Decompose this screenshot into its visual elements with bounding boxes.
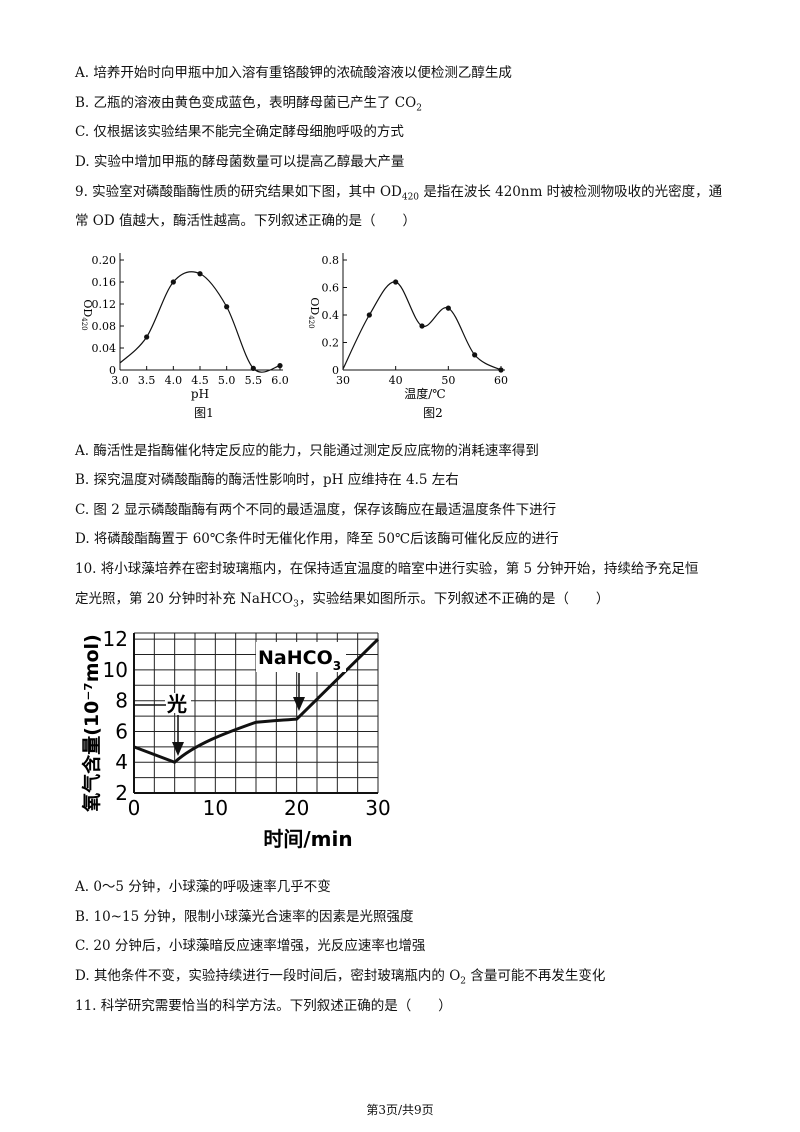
fig1-data-point (197, 271, 203, 277)
fig1-x-tick-label: 6.0 (271, 374, 289, 387)
q9-stem-line1: 9. 实验室对磷酸酯酶性质的研究结果如下图，其中 OD420 是指在波长 420… (75, 183, 722, 207)
fig3-y-tick-label: 10 (103, 658, 128, 682)
fig1-y-label: OD420 (80, 299, 94, 330)
q10-option-d-sub: 2 (460, 976, 467, 987)
fig3-y-tick-label: 2 (115, 781, 128, 805)
fig1-data-point (250, 365, 256, 371)
fig3-nahco3-arrow-head (293, 697, 305, 711)
fig3-light-label: 光 (166, 692, 187, 716)
fig1-data-point (224, 304, 230, 310)
q8-option-b-sub: 2 (416, 103, 422, 114)
q10-stem-text-b: ，实验结果如图所示。下列叙述不正确的是（ ） (298, 591, 610, 607)
q10-option-c: C. 20 分钟后，小球藻暗反应速率增强，光反应速率也增强 (75, 938, 426, 954)
fig2-x-tick-label: 40 (389, 374, 403, 387)
fig2-data-point (366, 312, 372, 318)
q10-option-d-text-b: 含量可能不再发生变化 (466, 968, 606, 984)
q10-stem-text-a: 定光照，第 20 分钟时补充 NaHCO (75, 591, 294, 607)
fig1-data-point (144, 334, 150, 340)
q8-option-a: A. 培养开始时向甲瓶中加入溶有重铬酸钾的浓硫酸溶液以便检测乙醇生成 (75, 65, 512, 81)
q10-stem-line1: 10. 将小球藻培养在密封玻璃瓶内，在保持适宜温度的暗室中进行实验，第 5 分钟… (75, 561, 699, 577)
fig1-x-label: pH (191, 387, 209, 401)
fig1-x-tick-label: 3.5 (138, 374, 156, 387)
fig3-y-tick-label: 4 (115, 750, 128, 774)
q10-stem-line2: 定光照，第 20 分钟时补充 NaHCO3，实验结果如图所示。下列叙述不正确的是… (75, 590, 609, 614)
fig3-x-tick-label: 30 (365, 796, 390, 820)
fig3-x-label: 时间/min (263, 827, 352, 851)
fig2-data-point (472, 352, 478, 358)
fig2-y-label: OD420 (307, 297, 321, 328)
page-footer: 第3页/共9页 (366, 1103, 434, 1117)
fig1-x-tick-label: 3.0 (111, 374, 129, 387)
fig3-light-label-bg (165, 693, 191, 713)
fig2-y-tick-label: 0.2 (322, 337, 340, 350)
fig3-y-tick-label: 8 (115, 689, 128, 713)
fig2-y-tick-label: 0.8 (322, 254, 340, 267)
fig1-x-tick-label: 5.0 (218, 374, 236, 387)
fig1-y-tick-label: 0.04 (92, 342, 117, 355)
fig3-x-tick-label: 20 (284, 796, 309, 820)
q9-option-d: D. 将磷酸酯酶置于 60℃条件时无催化作用，降至 50℃后该酶可催化反应的进行 (75, 531, 559, 547)
fig1-data-point (170, 279, 176, 285)
fig2-data-point (393, 279, 399, 285)
fig3-nahco3-label: NaHCO3 (258, 647, 341, 673)
fig2-data-point (419, 323, 425, 329)
q8-option-b-text: B. 乙瓶的溶液由黄色变成蓝色，表明酵母菌已产生了 CO (75, 95, 417, 111)
q9-option-b: B. 探究温度对磷酸酯酶的酶活性影响时，pH 应维持在 4.5 左右 (75, 472, 459, 488)
fig1-x-tick-label: 4.5 (191, 374, 209, 387)
q10-option-b: B. 10~15 分钟，限制小球藻光合速率的因素是光照强度 (75, 909, 414, 925)
q9-option-c: C. 图 2 显示磷酸酯酶有两个不同的最适温度，保存该酶应在最适温度条件下进行 (75, 502, 557, 518)
q9-option-a: A. 酶活性是指酶催化特定反应的能力，只能通过测定反应底物的消耗速率得到 (75, 443, 539, 459)
fig2-y-tick-label: 0.6 (322, 282, 340, 295)
q10-option-a: A. 0～5 分钟，小球藻的呼吸速率几乎不变 (75, 879, 331, 895)
q10-option-d: D. 其他条件不变，实验持续进行一段时间后，密封玻璃瓶内的 O2 含量可能不再发… (75, 967, 605, 991)
fig2-x-tick-label: 60 (494, 374, 508, 387)
fig2-caption: 图2 (423, 406, 443, 420)
figure-3-chart: 0 10 20 30 2 4 6 8 10 12 光 NaHCO3 氧气含量(10⁻⁷mol) 时… (80, 627, 391, 851)
fig2-x-tick-label: 30 (336, 374, 350, 387)
fig3-nahco3-label-bg (256, 642, 346, 672)
fig2-y-tick-label: 0 (332, 364, 339, 377)
fig1-x-tick-label: 5.5 (245, 374, 262, 387)
fig1-y-tick-label: 0.20 (92, 254, 117, 267)
q9-stem-sub: 420 (401, 192, 420, 203)
fig3-y-tick-label: 12 (103, 627, 128, 651)
q9-stem-text-a: 9. 实验室对磷酸酯酶性质的研究结果如下图，其中 OD (75, 184, 402, 200)
fig3-y-tick-label: 6 (115, 719, 128, 743)
fig3-light-arrow-head (172, 742, 184, 756)
fig2-x-tick-label: 50 (441, 374, 455, 387)
fig1-y-tick-label: 0.12 (92, 298, 117, 311)
q9-stem-text-b: 是指在波长 420nm 时被检测物吸收的光密度，通 (419, 184, 723, 200)
q11-stem: 11. 科学研究需要恰当的科学方法。下列叙述正确的是（ ） (75, 998, 452, 1014)
fig1-x-tick-label: 4.0 (165, 374, 183, 387)
q10-stem-sub: 3 (293, 599, 299, 610)
q8-option-b: B. 乙瓶的溶液由黄色变成蓝色，表明酵母菌已产生了 CO2 (75, 94, 422, 118)
fig1-data-point (277, 363, 283, 369)
fig2-data-point (445, 305, 451, 311)
fig1-curve (119, 271, 281, 373)
fig1-y-tick-label: 0.08 (92, 320, 117, 333)
fig3-y-label: 氧气含量(10⁻⁷mol) (80, 634, 103, 812)
fig2-y-tick-label: 0.4 (322, 309, 340, 322)
fig3-curve (133, 638, 380, 764)
fig1-y-tick-label: 0 (109, 364, 116, 377)
fig1-y-tick-label: 0.16 (92, 276, 117, 289)
q9-stem-line2: 常 OD 值越大，酶活性越高。下列叙述正确的是（ ） (75, 213, 416, 229)
fig2-data-point (498, 367, 504, 373)
figure-2-chart: 30 40 50 60 0 0.2 0.4 0.6 0.8 OD420 温度/℃ 图2 (307, 253, 508, 420)
fig3-x-tick-label: 10 (203, 796, 228, 820)
q8-option-d: D. 实验中增加甲瓶的酵母菌数量可以提高乙醇最大产量 (75, 154, 405, 170)
fig1-caption: 图1 (194, 406, 214, 420)
figure-1-chart: 3.0 3.5 4.0 4.5 5.0 5.5 6.0 0 0.04 0.08 0.12 0.16 0.… (80, 253, 289, 420)
fig3-x-tick-label: 0 (128, 796, 141, 820)
q8-option-c: C. 仅根据该实验结果不能完全确定酵母细胞呼吸的方式 (75, 124, 404, 140)
q10-option-d-text-a: D. 其他条件不变，实验持续进行一段时间后，密封玻璃瓶内的 O (75, 968, 461, 984)
fig2-x-label: 温度/℃ (404, 386, 445, 401)
